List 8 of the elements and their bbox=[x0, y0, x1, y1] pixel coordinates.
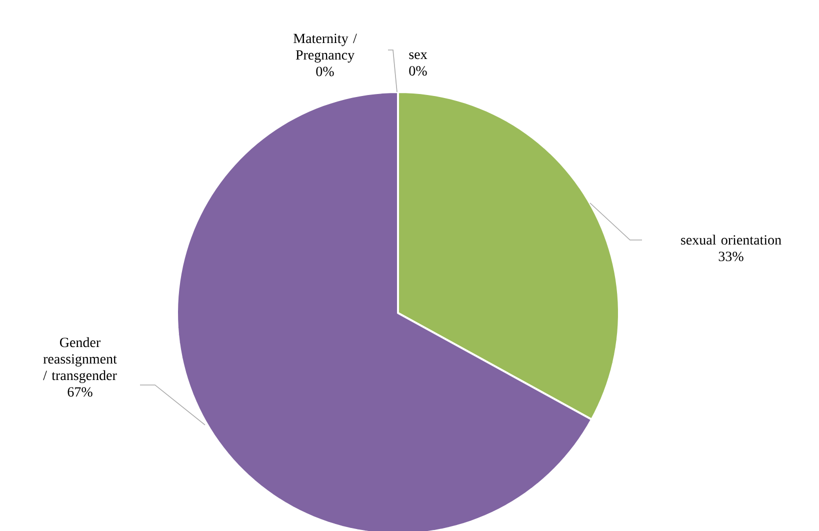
data-label: 33% bbox=[718, 252, 744, 262]
slice-label: Gender reassignment / transgender bbox=[43, 337, 117, 384]
text: 0% bbox=[409, 66, 427, 76]
category-label: Maternity / Pregnancy bbox=[294, 34, 357, 63]
category-label: sex bbox=[409, 52, 428, 60]
slice-label: sexual orientation bbox=[681, 234, 782, 245]
data-label: 67% bbox=[68, 387, 92, 397]
text: 0% bbox=[316, 66, 334, 76]
